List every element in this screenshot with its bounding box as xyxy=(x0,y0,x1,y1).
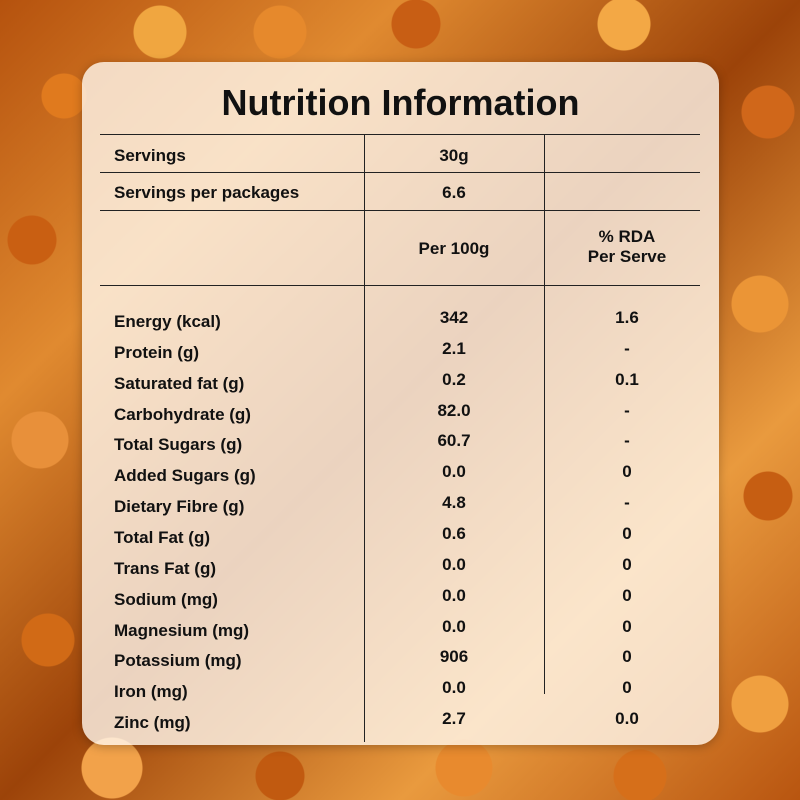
rda-value: 0 xyxy=(622,585,632,605)
nutrient-label: Saturated fat (g) xyxy=(114,373,245,393)
rda-value: 0.0 xyxy=(615,709,639,729)
nutrient-label: Protein (g) xyxy=(114,342,199,362)
table-rule xyxy=(100,210,700,211)
nutrient-label: Carbohydrate (g) xyxy=(114,404,251,424)
rda-value: - xyxy=(624,400,630,420)
nutrient-label: Energy (kcal) xyxy=(114,312,221,331)
per-100g-value: 60.7 xyxy=(437,431,471,451)
rda-value: 0 xyxy=(622,647,632,667)
nutrient-label: Added Sugars (g) xyxy=(114,466,256,486)
nutrient-label: Potassium (mg) xyxy=(114,651,242,671)
servings-label: Servings xyxy=(114,146,186,165)
per-100g-value: 0.0 xyxy=(442,554,466,574)
table-rule xyxy=(100,285,700,286)
per-100g-value: 0.2 xyxy=(442,369,466,389)
per-100g-value: 0.0 xyxy=(442,678,466,698)
rda-value: 0 xyxy=(622,554,632,574)
per-100g-value: 2.7 xyxy=(442,709,466,729)
per-100g-header: Per 100g xyxy=(418,239,490,258)
rda-value: 0 xyxy=(622,678,632,698)
nutrient-label: Total Sugars (g) xyxy=(114,435,243,455)
column-divider xyxy=(544,134,545,694)
per-100g-value: 82.0 xyxy=(437,400,471,420)
nutrient-label: Dietary Fibre (g) xyxy=(114,497,245,517)
servings-per-package-label: Servings per packages xyxy=(114,183,300,202)
table-rule xyxy=(100,172,700,173)
rda-value: 0 xyxy=(622,462,632,482)
per-100g-value: 906 xyxy=(439,647,469,667)
rda-value: - xyxy=(624,431,630,451)
rda-header: % RDA Per Serve xyxy=(544,227,710,267)
per-100g-value: 0.0 xyxy=(442,585,466,605)
per-100g-value: 4.8 xyxy=(442,493,466,513)
table-rule xyxy=(100,134,700,135)
servings-per-package-value: 6.6 xyxy=(442,183,466,202)
servings-value: 30g xyxy=(439,146,469,165)
nutrient-label: Total Fat (g) xyxy=(114,527,210,547)
rda-value: 0 xyxy=(622,616,632,636)
nutrient-label: Magnesium (mg) xyxy=(114,620,250,640)
per-100g-value: 2.1 xyxy=(442,338,466,358)
rda-value: 1.6 xyxy=(615,308,639,327)
nutrient-label: Zinc (mg) xyxy=(114,713,191,733)
per-100g-value: 0.6 xyxy=(442,523,466,543)
nutrient-label: Trans Fat (g) xyxy=(114,558,217,578)
per-100g-value: 0.0 xyxy=(442,462,466,482)
rda-value: 0 xyxy=(622,523,632,543)
nutrient-label: Sodium (mg) xyxy=(114,589,218,609)
rda-value: - xyxy=(624,493,630,513)
rda-value: 0.1 xyxy=(615,369,639,389)
rda-header-line1: % RDA xyxy=(598,227,656,246)
rda-value: - xyxy=(624,338,630,358)
per-100g-value: 342 xyxy=(439,308,469,327)
column-divider xyxy=(364,134,365,742)
rda-header-line2: Per Serve xyxy=(587,247,667,266)
nutrition-panel: Nutrition Information Servings 30g Servi… xyxy=(82,62,719,745)
panel-title: Nutrition Information xyxy=(221,82,580,123)
per-100g-value: 0.0 xyxy=(442,616,466,636)
nutrient-label: Iron (mg) xyxy=(114,682,188,702)
